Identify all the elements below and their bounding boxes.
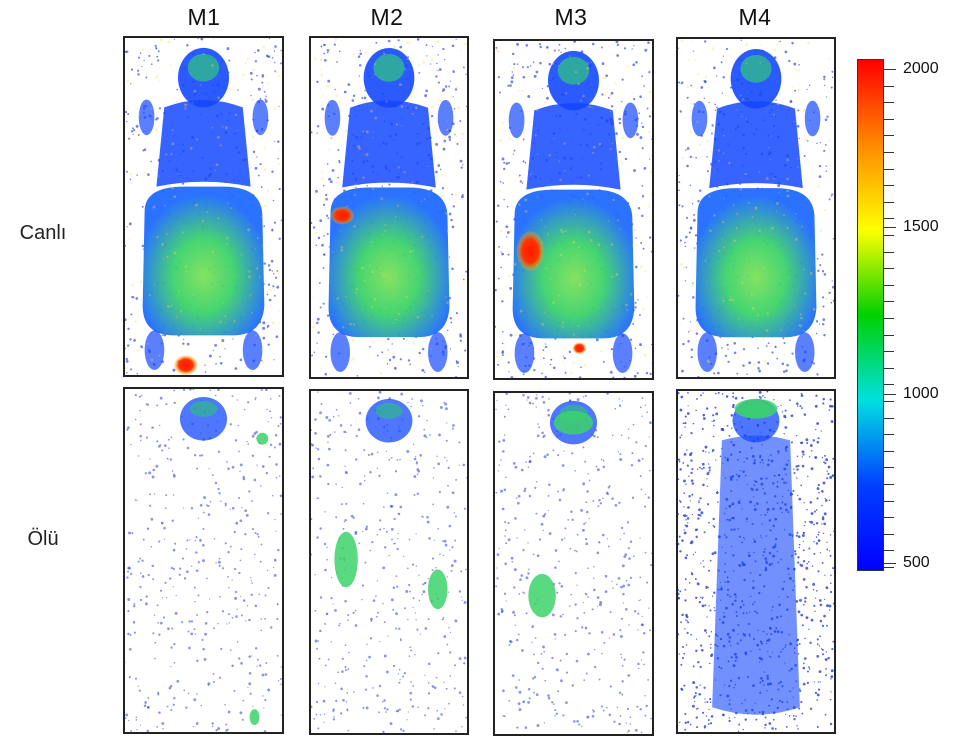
- color-scale-label-2000: 2000: [903, 60, 939, 77]
- column-label-m2: M2: [370, 4, 404, 30]
- column-label-m1: M1: [187, 4, 221, 30]
- column-label-m3: M3: [554, 4, 588, 30]
- color-scale-gradient: [858, 60, 883, 570]
- color-scale-tick: [884, 367, 894, 369]
- color-scale-tick: [884, 401, 894, 402]
- color-scale-tick: [884, 251, 894, 253]
- color-scale-tick: [884, 284, 894, 286]
- color-scale-tick: [884, 201, 894, 203]
- color-scale-tick: [884, 168, 894, 170]
- color-scale-major-tick: [884, 69, 896, 70]
- color-scale-major-tick: [884, 227, 896, 228]
- color-scale-major-tick: [884, 394, 896, 395]
- color-scale-tick: [884, 384, 894, 386]
- mouse-image-m1-dead: [125, 389, 282, 732]
- color-scale-tick: [884, 218, 894, 220]
- color-scale-bar: [857, 59, 884, 571]
- color-scale-tick: [884, 85, 894, 87]
- color-scale-tick: [884, 102, 894, 104]
- color-scale-tick: [884, 467, 894, 469]
- image-panel-m4-dead: [676, 389, 836, 734]
- color-scale-tick: [884, 152, 894, 153]
- color-scale-tick: [884, 334, 894, 336]
- mouse-image-m4-dead: [678, 391, 834, 732]
- color-scale-tick: [884, 567, 894, 568]
- color-scale-tick: [884, 417, 894, 419]
- mouse-image-m3-alive: [495, 41, 652, 378]
- color-scale-tick: [884, 500, 894, 502]
- color-scale-tick: [884, 268, 894, 270]
- row-label-dead: Ölü: [27, 528, 59, 550]
- color-scale-tick: [884, 484, 894, 485]
- color-scale-label-1500: 1500: [903, 218, 939, 235]
- color-scale-tick: [884, 533, 894, 535]
- image-panel-m4-alive: [676, 37, 836, 379]
- mouse-image-m2-dead: [311, 391, 467, 733]
- color-scale-tick: [884, 434, 894, 436]
- color-scale-tick: [884, 185, 894, 187]
- color-scale-label-500: 500: [903, 554, 930, 571]
- image-panel-m1-dead: [123, 387, 284, 734]
- mouse-image-m4-alive: [678, 39, 834, 377]
- image-panel-m3-alive: [493, 39, 654, 380]
- column-label-m4: M4: [738, 4, 772, 30]
- color-scale-tick: [884, 135, 894, 137]
- image-panel-m3-dead: [493, 391, 654, 736]
- image-panel-m2-dead: [309, 389, 469, 735]
- mouse-image-m2-alive: [311, 38, 467, 377]
- color-scale-tick: [884, 517, 894, 519]
- color-scale-tick: [884, 118, 894, 120]
- mouse-image-m1-alive: [125, 38, 282, 375]
- color-scale-tick: [884, 318, 894, 319]
- color-scale-tick: [884, 235, 894, 236]
- mouse-image-m3-dead: [495, 393, 652, 734]
- row-label-alive: Canlı: [19, 222, 67, 244]
- image-panel-m2-alive: [309, 36, 469, 379]
- image-panel-m1-alive: [123, 36, 284, 377]
- color-scale-tick: [884, 351, 894, 353]
- color-scale-tick: [884, 301, 894, 303]
- color-scale-label-1000: 1000: [903, 385, 939, 402]
- color-scale-major-tick: [884, 563, 896, 564]
- color-scale-tick: [884, 450, 894, 452]
- color-scale-tick: [884, 550, 894, 552]
